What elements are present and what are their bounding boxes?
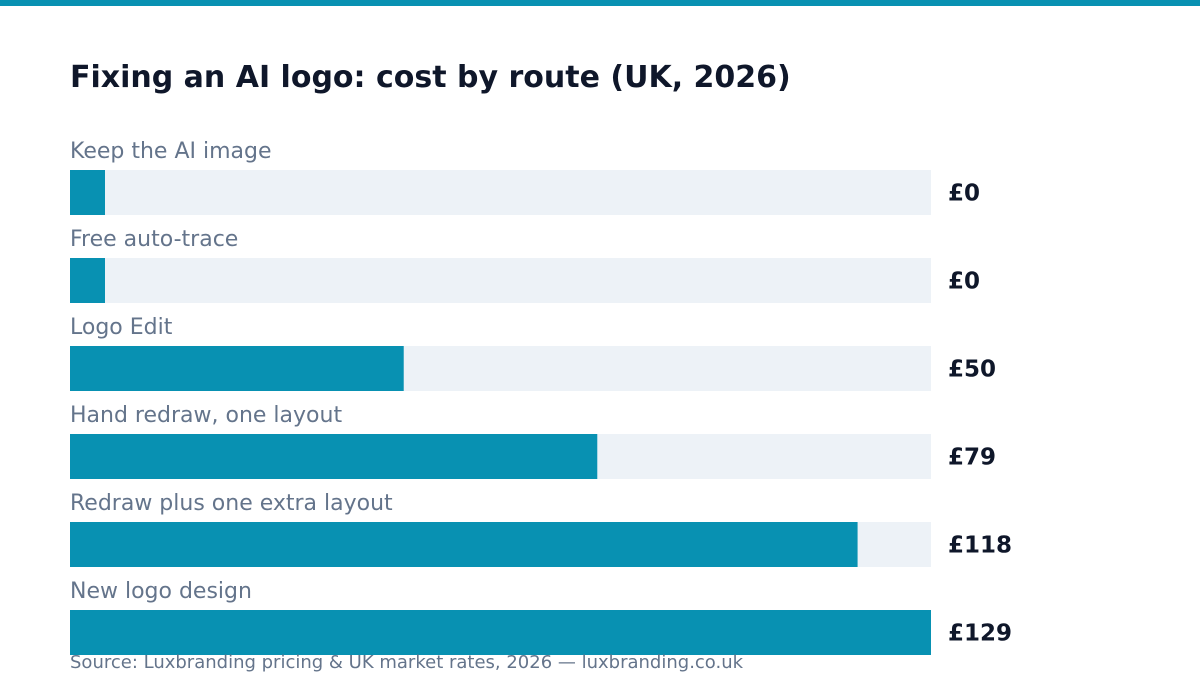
source-note: Source: Luxbranding pricing & UK market … — [70, 652, 744, 673]
category-label: New logo design — [70, 579, 252, 604]
category-label: Redraw plus one extra layout — [70, 491, 393, 516]
top-accent-rule — [0, 0, 1200, 6]
bar — [70, 610, 931, 655]
bar-track — [70, 258, 931, 303]
category-label: Keep the AI image — [70, 139, 272, 164]
bar-track — [70, 170, 931, 215]
category-label: Logo Edit — [70, 315, 173, 340]
category-label: Hand redraw, one layout — [70, 403, 342, 428]
chart-title: Fixing an AI logo: cost by route (UK, 20… — [70, 60, 791, 95]
category-label: Free auto-trace — [70, 227, 238, 252]
bar — [70, 258, 105, 303]
value-label: £79 — [948, 445, 996, 471]
value-label: £0 — [948, 181, 980, 207]
value-label: £0 — [948, 269, 980, 295]
value-label: £129 — [948, 621, 1012, 647]
bar — [70, 434, 598, 479]
bar — [70, 522, 858, 567]
value-label: £118 — [948, 533, 1012, 559]
value-label: £50 — [948, 357, 996, 383]
bar — [70, 346, 404, 391]
bar — [70, 170, 105, 215]
